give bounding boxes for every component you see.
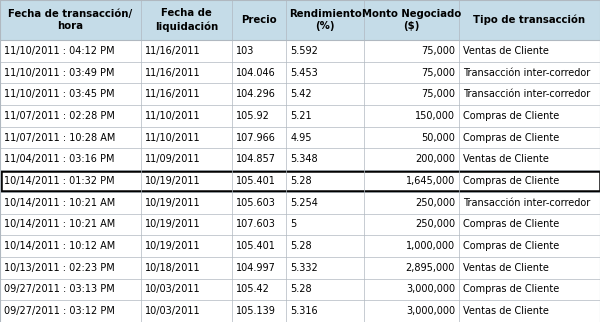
Text: 200,000: 200,000 [415, 154, 455, 164]
Text: 11/10/2011: 11/10/2011 [145, 133, 200, 143]
Bar [0, 192, 600, 213]
Text: 103: 103 [236, 46, 254, 56]
Bar [0, 257, 600, 279]
Text: 5.592: 5.592 [290, 46, 318, 56]
Text: 107.603: 107.603 [236, 219, 275, 229]
Text: 10/19/2011: 10/19/2011 [145, 219, 200, 229]
Text: Compras de Cliente: Compras de Cliente [463, 284, 559, 294]
Text: Monto Negociado
($): Monto Negociado ($) [362, 9, 461, 31]
Text: 75,000: 75,000 [421, 89, 455, 99]
Text: Transacción inter-corredor: Transacción inter-corredor [463, 89, 590, 99]
Text: 10/03/2011: 10/03/2011 [145, 284, 200, 294]
Text: 4.95: 4.95 [290, 133, 312, 143]
Bar [0, 0, 600, 40]
Bar [0, 235, 600, 257]
Bar [0, 40, 600, 62]
Text: 11/16/2011: 11/16/2011 [145, 89, 200, 99]
Text: 09/27/2011 : 03:13 PM: 09/27/2011 : 03:13 PM [4, 284, 115, 294]
Text: 75,000: 75,000 [421, 46, 455, 56]
Text: 3,000,000: 3,000,000 [406, 306, 455, 316]
Text: Compras de Cliente: Compras de Cliente [463, 241, 559, 251]
Text: Compras de Cliente: Compras de Cliente [463, 219, 559, 229]
Text: 104.046: 104.046 [236, 68, 275, 78]
Bar [0, 105, 600, 127]
Text: 105.401: 105.401 [236, 241, 275, 251]
Text: 11/04/2011 : 03:16 PM: 11/04/2011 : 03:16 PM [4, 154, 115, 164]
Text: 10/14/2011 : 10:21 AM: 10/14/2011 : 10:21 AM [4, 198, 115, 208]
Text: Ventas de Cliente: Ventas de Cliente [463, 46, 549, 56]
Text: Ventas de Cliente: Ventas de Cliente [463, 263, 549, 273]
Text: 10/19/2011: 10/19/2011 [145, 176, 200, 186]
Bar [1, 171, 599, 191]
Text: Compras de Cliente: Compras de Cliente [463, 176, 559, 186]
Bar [0, 300, 600, 322]
Text: 2,895,000: 2,895,000 [406, 263, 455, 273]
Text: 105.42: 105.42 [236, 284, 269, 294]
Text: 150,000: 150,000 [415, 111, 455, 121]
Text: Fecha de
liquidación: Fecha de liquidación [155, 8, 218, 32]
Bar [0, 170, 600, 192]
Text: Compras de Cliente: Compras de Cliente [463, 111, 559, 121]
Text: 10/14/2011 : 01:32 PM: 10/14/2011 : 01:32 PM [4, 176, 115, 186]
Text: 11/10/2011 : 04:12 PM: 11/10/2011 : 04:12 PM [4, 46, 115, 56]
Text: 11/16/2011: 11/16/2011 [145, 68, 200, 78]
Text: 09/27/2011 : 03:12 PM: 09/27/2011 : 03:12 PM [4, 306, 115, 316]
Text: 105.139: 105.139 [236, 306, 275, 316]
Text: 5.28: 5.28 [290, 284, 312, 294]
Text: 5.21: 5.21 [290, 111, 312, 121]
Text: 11/16/2011: 11/16/2011 [145, 46, 200, 56]
Text: Transacción inter-corredor: Transacción inter-corredor [463, 68, 590, 78]
Text: 75,000: 75,000 [421, 68, 455, 78]
Text: 11/07/2011 : 02:28 PM: 11/07/2011 : 02:28 PM [4, 111, 115, 121]
Text: 104.997: 104.997 [236, 263, 275, 273]
Bar [0, 127, 600, 148]
Text: 105.92: 105.92 [236, 111, 269, 121]
Text: 50,000: 50,000 [421, 133, 455, 143]
Text: 5.316: 5.316 [290, 306, 318, 316]
Bar [0, 62, 600, 83]
Text: 10/19/2011: 10/19/2011 [145, 241, 200, 251]
Text: 5: 5 [290, 219, 296, 229]
Text: 5.254: 5.254 [290, 198, 318, 208]
Text: 11/10/2011 : 03:49 PM: 11/10/2011 : 03:49 PM [4, 68, 115, 78]
Text: Compras de Cliente: Compras de Cliente [463, 133, 559, 143]
Text: 10/19/2011: 10/19/2011 [145, 198, 200, 208]
Text: 5.453: 5.453 [290, 68, 318, 78]
Text: 10/03/2011: 10/03/2011 [145, 306, 200, 316]
Text: Tipo de transacción: Tipo de transacción [473, 15, 586, 25]
Text: 10/18/2011: 10/18/2011 [145, 263, 200, 273]
Text: 3,000,000: 3,000,000 [406, 284, 455, 294]
Text: 11/07/2011 : 10:28 AM: 11/07/2011 : 10:28 AM [4, 133, 115, 143]
Text: 11/09/2011: 11/09/2011 [145, 154, 200, 164]
Bar [0, 148, 600, 170]
Text: 104.857: 104.857 [236, 154, 276, 164]
Text: Precio: Precio [241, 15, 277, 25]
Text: 105.603: 105.603 [236, 198, 275, 208]
Text: Ventas de Cliente: Ventas de Cliente [463, 306, 549, 316]
Text: 10/14/2011 : 10:21 AM: 10/14/2011 : 10:21 AM [4, 219, 115, 229]
Text: 250,000: 250,000 [415, 198, 455, 208]
Text: 104.296: 104.296 [236, 89, 275, 99]
Text: Transacción inter-corredor: Transacción inter-corredor [463, 198, 590, 208]
Bar [0, 279, 600, 300]
Text: Ventas de Cliente: Ventas de Cliente [463, 154, 549, 164]
Bar [0, 213, 600, 235]
Text: 105.401: 105.401 [236, 176, 275, 186]
Text: 1,645,000: 1,645,000 [406, 176, 455, 186]
Text: 11/10/2011: 11/10/2011 [145, 111, 200, 121]
Text: 10/14/2011 : 10:12 AM: 10/14/2011 : 10:12 AM [4, 241, 115, 251]
Text: 5.332: 5.332 [290, 263, 318, 273]
Text: Rendimiento
(%): Rendimiento (%) [289, 9, 361, 31]
Text: 250,000: 250,000 [415, 219, 455, 229]
Bar [0, 83, 600, 105]
Text: Fecha de transacción/
hora: Fecha de transacción/ hora [8, 9, 133, 31]
Text: 1,000,000: 1,000,000 [406, 241, 455, 251]
Text: 11/10/2011 : 03:45 PM: 11/10/2011 : 03:45 PM [4, 89, 115, 99]
Text: 5.42: 5.42 [290, 89, 312, 99]
Text: 10/13/2011 : 02:23 PM: 10/13/2011 : 02:23 PM [4, 263, 115, 273]
Text: 5.348: 5.348 [290, 154, 318, 164]
Text: 5.28: 5.28 [290, 176, 312, 186]
Text: 107.966: 107.966 [236, 133, 275, 143]
Text: 5.28: 5.28 [290, 241, 312, 251]
